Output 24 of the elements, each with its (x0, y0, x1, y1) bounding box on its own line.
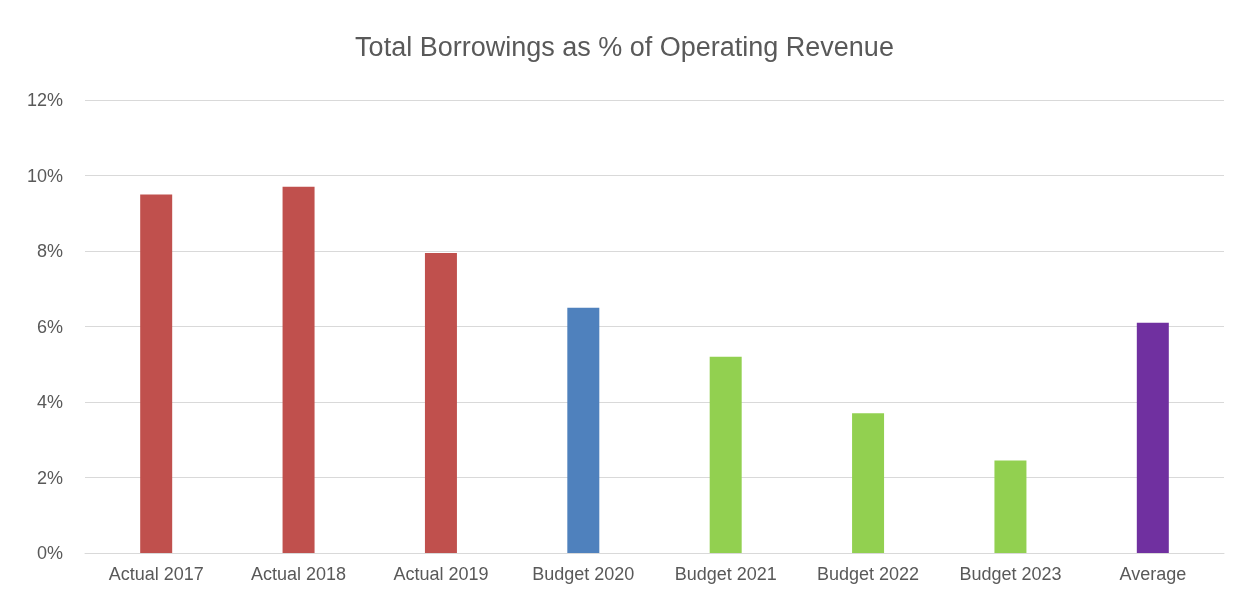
bar (1136, 322, 1169, 553)
x-tick-label: Actual 2018 (251, 564, 347, 584)
bar (424, 252, 457, 553)
x-tick-label: Budget 2020 (532, 564, 635, 584)
y-tick-label: 10% (26, 165, 63, 186)
x-tick-label: Budget 2021 (674, 564, 777, 584)
x-tick-label: Budget 2022 (817, 564, 920, 584)
bar (282, 186, 315, 553)
y-tick-label: 4% (36, 392, 63, 412)
y-tick-label: 6% (36, 316, 63, 337)
bar (140, 194, 173, 553)
bar (994, 460, 1027, 553)
bar (709, 356, 742, 553)
chart-title: Total Borrowings as % of Operating Revenue (355, 31, 894, 62)
x-tick-label: Actual 2019 (393, 564, 489, 584)
x-tick-label: Budget 2023 (959, 564, 1062, 584)
y-tick-label: 2% (36, 467, 63, 488)
bar (852, 413, 885, 553)
x-tick-label: Average (1119, 564, 1187, 584)
y-tick-label: 12% (26, 90, 63, 110)
y-tick-label: 0% (36, 543, 63, 563)
x-tick-label: Actual 2017 (108, 564, 204, 584)
bar (567, 307, 600, 553)
y-tick-label: 8% (36, 241, 63, 261)
